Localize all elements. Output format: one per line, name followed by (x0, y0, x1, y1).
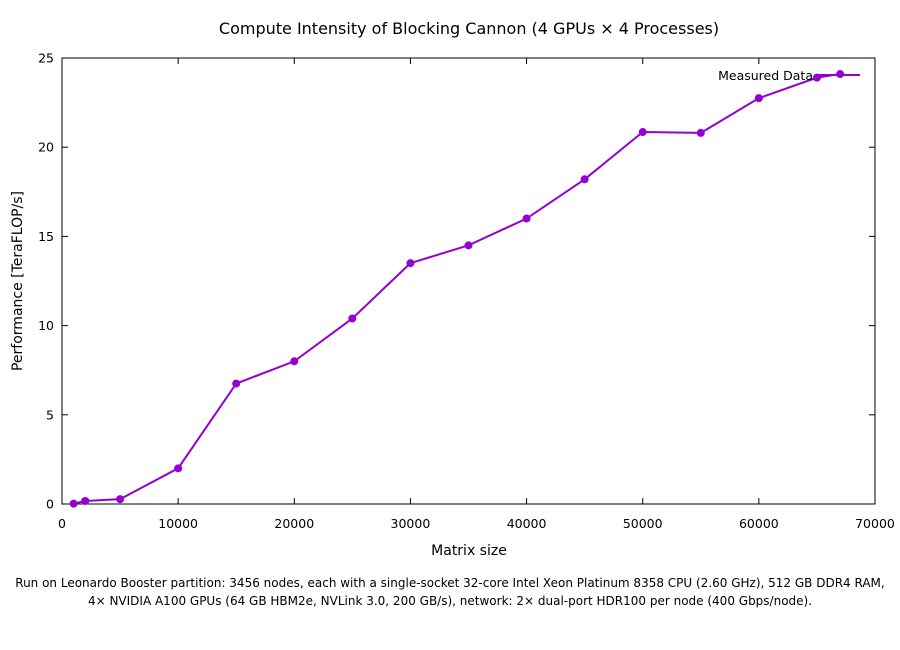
figure-caption: Run on Leonardo Booster partition: 3456 … (0, 574, 900, 610)
data-point (81, 496, 90, 505)
x-tick-label: 20000 (274, 516, 314, 531)
x-tick-label: 30000 (391, 516, 431, 531)
plot-frame (61, 57, 876, 505)
y-tick-label: 10 (38, 318, 54, 333)
data-point (348, 314, 357, 323)
data-point (580, 175, 589, 184)
data-point (464, 241, 473, 250)
axis-ticks: 0 10000 20000 30000 40000 50000 60000 70000 0 5 10… (38, 51, 895, 532)
data-point (522, 214, 531, 223)
data-point (290, 357, 299, 366)
data-point (69, 499, 78, 508)
chart-title: Compute Intensity of Blocking Cannon (4 … (219, 19, 719, 38)
series-layer (69, 70, 845, 508)
data-point (638, 128, 647, 137)
y-tick-label: 0 (46, 497, 54, 512)
y-tick-label: 20 (38, 140, 54, 155)
series-line (73, 73, 841, 505)
y-tick-label: 15 (38, 229, 54, 244)
y-tick-label: 5 (46, 407, 54, 422)
x-tick-label: 10000 (158, 516, 198, 531)
data-point (116, 495, 125, 504)
caption-line-1: Run on Leonardo Booster partition: 3456 … (15, 576, 885, 590)
y-axis-label: Performance [TeraFLOP/s] (10, 191, 26, 371)
x-tick-label: 40000 (507, 516, 547, 531)
y-tick-label: 25 (38, 51, 54, 66)
legend-label: Measured Data (718, 68, 813, 83)
x-tick-label: 50000 (623, 516, 663, 531)
x-tick-label: 60000 (739, 516, 779, 531)
caption-line-2: 4× NVIDIA A100 GPUs (64 GB HBM2e, NVLink… (87, 594, 813, 608)
data-point (754, 94, 763, 103)
legend: Measured Data (718, 68, 860, 83)
x-tick-label: 70000 (855, 516, 895, 531)
data-point (174, 464, 183, 473)
data-point (232, 379, 241, 388)
x-axis-label: Matrix size (431, 543, 507, 559)
data-point (696, 128, 705, 137)
x-tick-label: 0 (58, 516, 66, 531)
chart: Compute Intensity of Blocking Cannon (4 … (10, 19, 895, 559)
data-point (406, 259, 415, 268)
